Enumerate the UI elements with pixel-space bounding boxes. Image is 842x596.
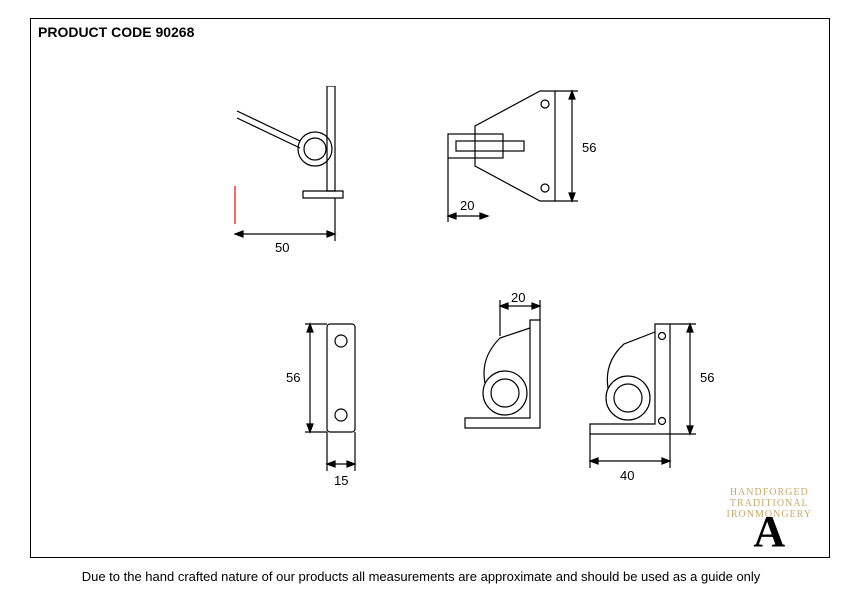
- view-bottom-right: [560, 306, 730, 496]
- footer-disclaimer: Due to the hand crafted nature of our pr…: [0, 569, 842, 584]
- dim-56-c: 56: [700, 370, 714, 385]
- brand-watermark: HANDFORGED TRADITIONAL IRONMONGERY A: [727, 487, 812, 552]
- view-top-right: [410, 86, 610, 256]
- drawing-area: 50 56 20: [30, 18, 830, 558]
- dim-15: 15: [334, 473, 348, 488]
- dim-56-b: 56: [286, 370, 300, 385]
- anvil-logo-icon: A: [727, 512, 812, 552]
- watermark-line1: HANDFORGED: [727, 487, 812, 498]
- dim-20-b: 20: [511, 290, 525, 305]
- view-bottom-mid: [430, 288, 570, 468]
- dim-50: 50: [275, 240, 289, 255]
- view-top-left: [205, 86, 385, 256]
- dim-20-a: 20: [460, 198, 474, 213]
- dim-56-a: 56: [582, 140, 596, 155]
- dim-40: 40: [620, 468, 634, 483]
